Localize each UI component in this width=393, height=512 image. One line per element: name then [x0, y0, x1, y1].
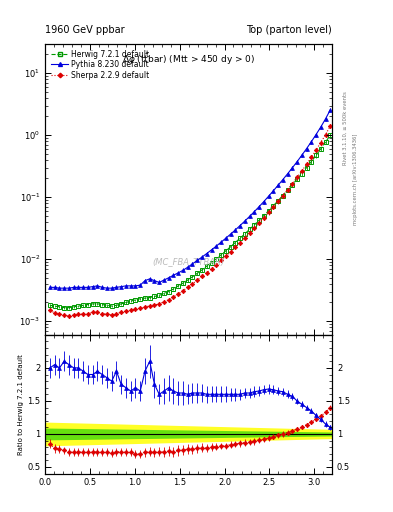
Text: (MC_FBA_TTBAR): (MC_FBA_TTBAR)	[152, 258, 225, 267]
Text: Top (parton level): Top (parton level)	[246, 25, 332, 35]
Y-axis label: Ratio to Herwig 7.2.1 default: Ratio to Herwig 7.2.1 default	[18, 354, 24, 455]
Legend: Herwig 7.2.1 default, Pythia 8.230 default, Sherpa 2.2.9 default: Herwig 7.2.1 default, Pythia 8.230 defau…	[49, 47, 152, 82]
Text: 1960 GeV ppbar: 1960 GeV ppbar	[45, 25, 125, 35]
Text: $\Delta\phi$ (t$\bar{\rm t}$bar) (Mtt > 450 dy > 0): $\Delta\phi$ (t$\bar{\rm t}$bar) (Mtt > …	[122, 52, 255, 67]
Text: mcplots.cern.ch [arXiv:1306.3436]: mcplots.cern.ch [arXiv:1306.3436]	[353, 134, 358, 225]
Text: Rivet 3.1.10, ≥ 500k events: Rivet 3.1.10, ≥ 500k events	[343, 91, 348, 165]
